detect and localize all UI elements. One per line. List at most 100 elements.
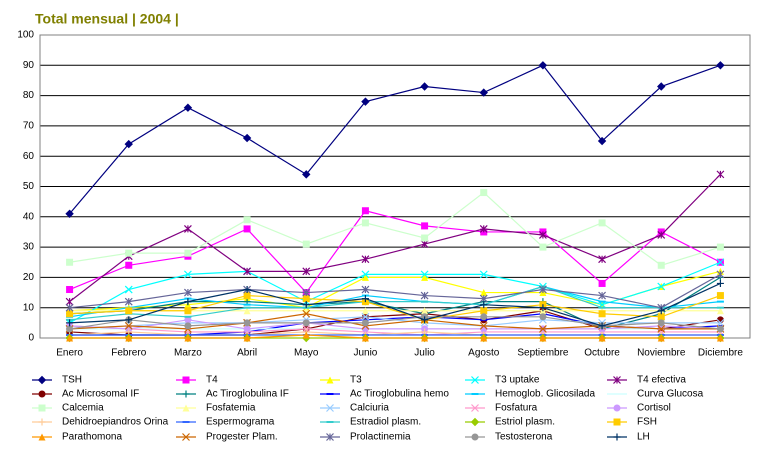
marker [421, 316, 429, 324]
marker [361, 319, 369, 327]
marker-shape [243, 292, 251, 300]
marker [361, 334, 369, 342]
marker-shape [302, 319, 310, 327]
x-tick-label: Mayo [294, 348, 319, 359]
series-line [69, 313, 721, 330]
marker [184, 334, 192, 342]
marker [361, 219, 369, 227]
marker [66, 334, 74, 342]
marker [420, 291, 429, 300]
marker [598, 219, 606, 227]
legend-label: Curva Glucosa [637, 389, 704, 400]
y-tick-label: 90 [23, 60, 35, 71]
marker [420, 270, 429, 279]
series-line [69, 210, 721, 294]
marker [184, 298, 192, 306]
marker-shape [479, 224, 488, 233]
chart-title: Total mensual | 2004 | [35, 11, 179, 27]
marker [598, 322, 606, 330]
marker-shape [421, 316, 429, 324]
marker-shape [302, 288, 311, 297]
marker-shape [243, 225, 251, 233]
marker [479, 321, 488, 330]
marker [243, 325, 251, 333]
marker-shape [38, 390, 46, 398]
marker-shape [361, 295, 369, 303]
legend-label: Parathomona [62, 432, 122, 443]
marker-shape [37, 375, 47, 385]
marker-shape [65, 303, 74, 312]
marker-shape [302, 267, 311, 276]
marker [38, 404, 46, 412]
marker [124, 285, 133, 294]
marker-shape [471, 404, 479, 412]
y-tick-label: 40 [23, 211, 35, 222]
marker [598, 334, 606, 342]
marker [66, 258, 74, 266]
marker-shape [302, 331, 310, 339]
marker [716, 292, 724, 300]
marker-shape [184, 316, 192, 324]
marker [716, 279, 724, 287]
marker [125, 261, 133, 269]
marker-shape [657, 319, 665, 327]
marker [361, 295, 369, 303]
marker-shape [326, 404, 334, 412]
marker-shape [326, 433, 334, 441]
marker-shape [243, 325, 251, 333]
marker [716, 61, 725, 70]
y-tick-label: 10 [23, 302, 35, 313]
marker [538, 285, 547, 294]
marker-shape [716, 334, 724, 342]
marker [716, 243, 724, 251]
legend-label: T3 uptake [495, 375, 540, 386]
marker [539, 313, 547, 321]
marker [124, 321, 133, 330]
marker-shape [716, 318, 725, 327]
marker [183, 288, 192, 297]
marker [420, 240, 429, 248]
marker-shape [302, 301, 310, 309]
legend-label: TSH [62, 375, 82, 386]
marker-shape [539, 304, 547, 312]
marker-shape [479, 88, 488, 97]
series-line [69, 273, 721, 309]
marker-shape [361, 219, 369, 227]
marker [657, 307, 665, 315]
marker-shape [66, 334, 74, 342]
marker-shape [184, 249, 192, 257]
x-tick-label: Octubre [584, 348, 620, 359]
marker [716, 258, 725, 267]
marker-shape [421, 307, 429, 315]
marker-shape [657, 334, 665, 342]
marker-shape [598, 322, 606, 330]
marker [65, 209, 74, 218]
marker-shape [657, 313, 665, 321]
marker-shape [598, 219, 606, 227]
marker [657, 82, 666, 91]
marker-shape [420, 240, 429, 248]
marker [657, 319, 665, 327]
marker [361, 312, 370, 321]
marker [361, 97, 370, 106]
x-tick-label: Marzo [174, 348, 202, 359]
marker [716, 270, 725, 279]
marker-shape [480, 313, 488, 321]
marker [243, 286, 251, 294]
marker [657, 324, 666, 333]
marker-shape [66, 258, 74, 266]
marker-shape [538, 231, 547, 239]
marker [657, 231, 666, 239]
marker [361, 255, 370, 264]
marker-shape [125, 249, 133, 257]
marker [182, 390, 190, 398]
marker-shape [597, 136, 607, 146]
marker-shape [479, 321, 488, 330]
marker-shape [243, 216, 251, 224]
marker [302, 267, 311, 276]
marker [302, 170, 311, 179]
series-line [69, 282, 721, 327]
marker [125, 307, 133, 315]
marker [421, 234, 429, 242]
